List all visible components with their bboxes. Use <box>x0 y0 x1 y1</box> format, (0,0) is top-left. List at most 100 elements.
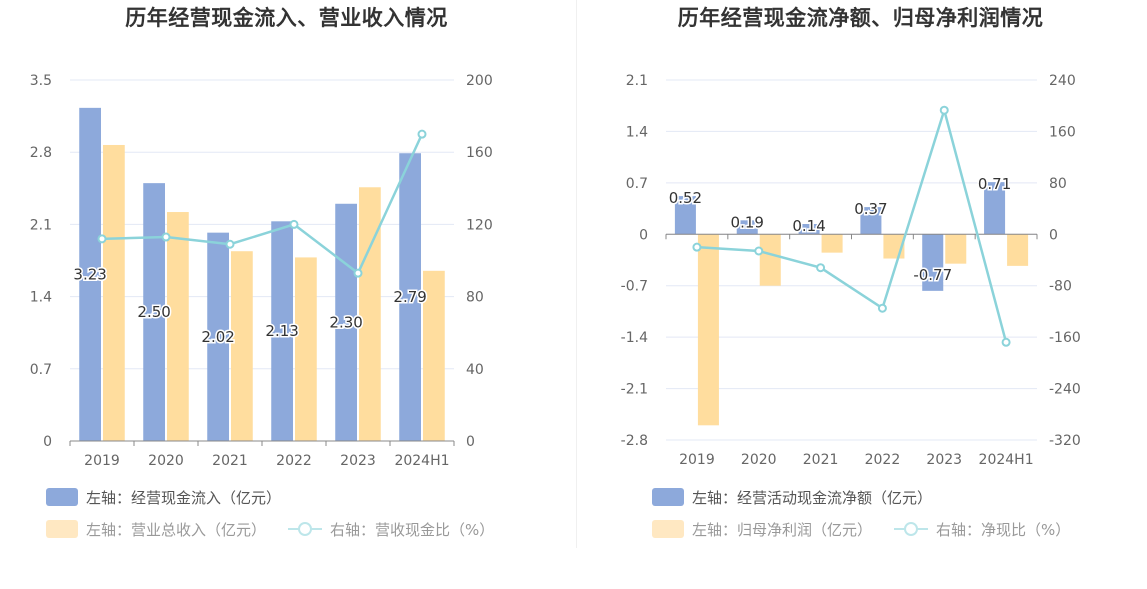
y-tick-left: 0.7 <box>626 176 648 192</box>
x-tick-label: 2020 <box>741 452 777 468</box>
bar-primary <box>207 232 229 441</box>
legend-row-2: 左轴：营业总收入（亿元） 右轴：营收现金比（%） <box>46 518 516 540</box>
chart-panel-right: 历年经营现金流净额、归母净利润情况 -2.8 -2.1 -1.4 -0.7 0 0.7 1.… <box>574 0 1147 589</box>
y-tick-right: 40 <box>466 362 484 378</box>
y-tick-left: 2.1 <box>30 217 52 233</box>
data-label: 0.71 <box>978 175 1011 193</box>
y-tick-right: -80 <box>1049 279 1072 295</box>
bar-secondary <box>359 187 381 441</box>
legend-label: 右轴：净现比（%） <box>936 520 1071 539</box>
bar-primary <box>335 203 357 441</box>
line-point <box>225 239 235 249</box>
y-tick-left: -2.1 <box>621 382 648 398</box>
y-tick-left: -0.7 <box>621 279 648 295</box>
y-tick-right: -240 <box>1049 382 1081 398</box>
y-tick-right: 80 <box>1049 176 1067 192</box>
y-tick-left: 1.4 <box>30 290 52 306</box>
legend-label: 左轴：经营现金流入（亿元） <box>86 488 282 507</box>
bar-primary <box>798 224 820 235</box>
legend-row-1: 左轴：经营现金流入（亿元） <box>46 486 303 508</box>
legend-item-line[interactable]: 右轴：营收现金比（%） <box>288 519 494 540</box>
x-tick-label: 2021 <box>803 452 839 468</box>
legend-label: 右轴：营收现金比（%） <box>330 520 495 539</box>
line-point <box>417 129 427 139</box>
line-series <box>101 133 424 276</box>
y-tick-right: 160 <box>1049 124 1076 140</box>
x-tick-label: 2020 <box>148 453 184 469</box>
y-tick-right: 0 <box>466 434 475 450</box>
bar-secondary <box>945 234 967 264</box>
legend-row-1: 左轴：经营活动现金流净额（亿元） <box>652 486 954 508</box>
y-tick-right: -160 <box>1049 330 1081 346</box>
bar-secondary <box>423 270 445 441</box>
panel-divider <box>576 0 577 548</box>
chart-title: 历年经营现金流入、营业收入情况 <box>125 6 448 30</box>
line-point <box>289 219 299 229</box>
legend-bar-swatch-icon <box>652 520 684 538</box>
bar-secondary <box>103 144 125 442</box>
legend-bar-swatch-icon <box>46 488 78 506</box>
bar-secondary <box>167 212 189 441</box>
legend-item-primary[interactable]: 左轴：经营现金流入（亿元） <box>46 487 281 508</box>
chart-canvas-left: 0 0.7 1.4 2.1 2.8 3.5 0 40 80 120 160 200 2019 2020 20… <box>30 73 493 469</box>
data-label: -0.77 <box>913 266 952 284</box>
legend-line-circle-icon <box>288 520 323 538</box>
data-label: 2.50 <box>137 303 170 321</box>
line-point <box>939 105 949 115</box>
data-label: 3.23 <box>73 265 106 283</box>
x-tick-label: 2024H1 <box>979 452 1034 468</box>
data-label: 0.14 <box>792 217 825 235</box>
bar-primary <box>143 183 165 441</box>
line-point <box>754 246 764 256</box>
bar-primary <box>860 207 882 235</box>
bar-primary <box>922 234 944 291</box>
y-tick-left: 2.1 <box>626 73 648 89</box>
bar-secondary <box>1007 234 1029 266</box>
y-tick-right: 240 <box>1049 73 1076 89</box>
line-point <box>877 303 887 313</box>
y-tick-left: 1.4 <box>626 124 648 140</box>
y-tick-left: 0.7 <box>30 362 52 378</box>
x-tick-label: 2023 <box>926 452 962 468</box>
bar-secondary <box>295 257 317 441</box>
y-tick-right: -320 <box>1049 433 1081 449</box>
data-label: 2.79 <box>393 288 426 306</box>
bar-secondary <box>821 234 843 253</box>
y-tick-left: -2.8 <box>621 433 648 449</box>
bar-primary <box>984 182 1006 235</box>
legend-item-secondary[interactable]: 左轴：营业总收入（亿元） <box>46 519 266 540</box>
legend-label: 左轴：经营活动现金流净额（亿元） <box>692 488 933 507</box>
y-tick-right: 80 <box>466 290 484 306</box>
data-label: 0.19 <box>731 213 764 231</box>
line-point <box>97 234 107 244</box>
data-label: 0.52 <box>669 189 702 207</box>
y-tick-right: 200 <box>466 73 493 89</box>
y-tick-right: 120 <box>466 217 493 233</box>
y-tick-left: 2.8 <box>30 145 52 161</box>
bar-primary <box>674 196 696 235</box>
x-tick-label: 2024H1 <box>394 453 449 469</box>
chart-panel-left: 历年经营现金流入、营业收入情况 0 0.7 1.4 2.1 2.8 3.5 0 40 80 120… <box>0 0 573 589</box>
y-tick-left: -1.4 <box>621 330 648 346</box>
bar-primary <box>271 221 293 441</box>
legend-row-2: 左轴：归母净利润（亿元） 右轴：净现比（%） <box>652 518 1092 540</box>
bar-primary <box>79 107 101 441</box>
line-point <box>692 242 702 252</box>
line-point <box>816 263 826 273</box>
y-tick-right: 0 <box>1049 227 1058 243</box>
bar-secondary <box>759 234 781 286</box>
legend-line-circle-icon <box>894 520 929 538</box>
y-tick-left: 0 <box>43 434 52 450</box>
line-point <box>353 268 363 278</box>
legend-item-line[interactable]: 右轴：净现比（%） <box>894 519 1070 540</box>
data-label: 2.30 <box>329 313 362 331</box>
bar-secondary <box>231 251 253 441</box>
legend-item-primary[interactable]: 左轴：经营活动现金流净额（亿元） <box>652 487 932 508</box>
bar-secondary <box>697 234 719 426</box>
bar-primary <box>736 220 758 235</box>
legend-item-secondary[interactable]: 左轴：归母净利润（亿元） <box>652 519 872 540</box>
data-label: 0.37 <box>854 200 887 218</box>
legend-bar-swatch-icon <box>652 488 684 506</box>
line-point <box>161 232 171 242</box>
